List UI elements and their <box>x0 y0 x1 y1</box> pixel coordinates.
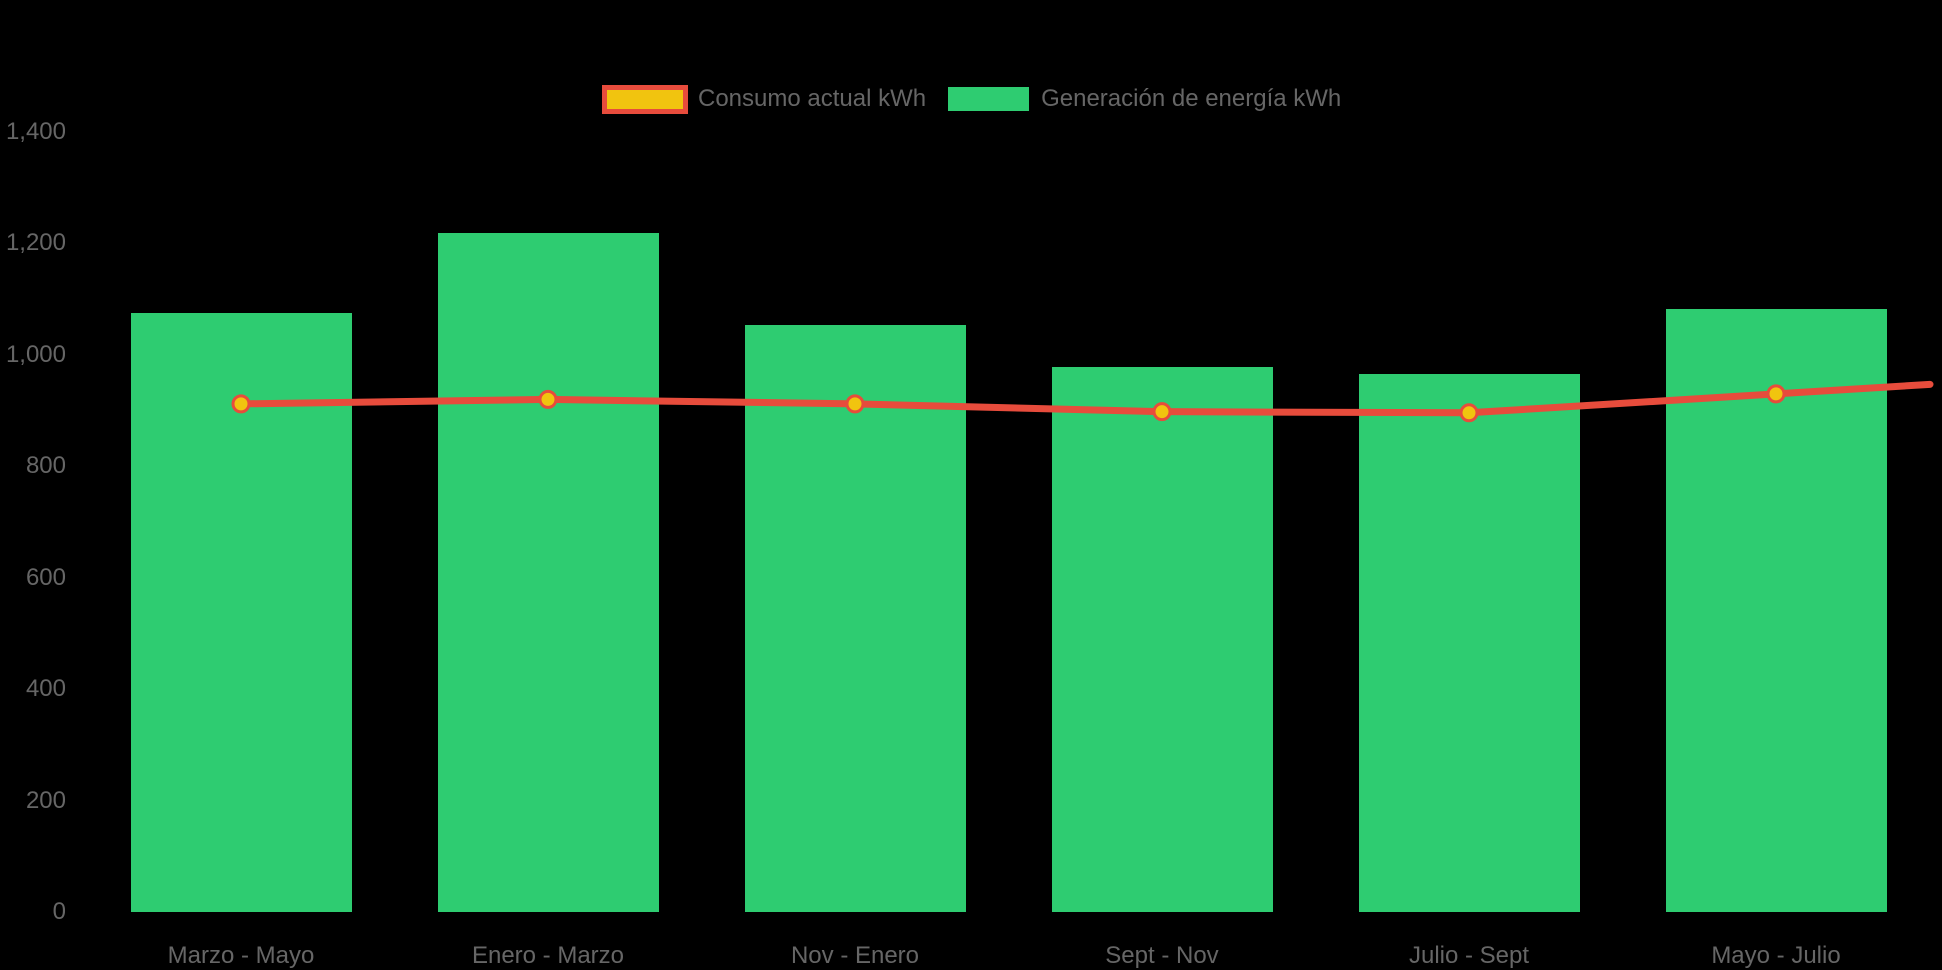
y-axis-label: 1,200 <box>5 229 66 257</box>
y-axis-label: 1,400 <box>5 118 66 145</box>
line-point[interactable] <box>1152 402 1172 422</box>
bar-generacion[interactable] <box>744 324 966 912</box>
line-point[interactable] <box>1766 384 1786 404</box>
y-axis-label: 200 <box>25 786 66 814</box>
legend-label: Consumo actual kWh <box>698 85 927 112</box>
x-axis-label: Sept - Nov <box>1105 942 1219 969</box>
legend-item-generacion[interactable]: Generación de energía kWh <box>926 85 1341 113</box>
chart-legend: Consumo actual kWh Generación de energía… <box>602 84 1341 114</box>
legend-swatch-consumo-actual <box>602 84 688 114</box>
consumo-line <box>237 380 1934 417</box>
x-axis-label: Marzo - Mayo <box>167 942 315 969</box>
legend-swatch-generacion <box>948 87 1030 111</box>
y-axis-label: 0 <box>52 898 66 925</box>
x-axis-label: Mayo - Julio <box>1711 942 1841 969</box>
bar-generacion[interactable] <box>1358 373 1580 912</box>
y-axis-label: 1,000 <box>5 340 66 368</box>
x-axis-label: Julio - Sept <box>1408 942 1530 969</box>
y-axis-label: 800 <box>25 452 66 480</box>
line-point[interactable] <box>538 389 558 409</box>
x-axis-label: Enero - Marzo <box>471 942 625 969</box>
bar-generacion[interactable] <box>437 233 659 912</box>
legend-item-consumo-actual[interactable]: Consumo actual kWh <box>602 84 927 114</box>
bar-generacion[interactable] <box>1665 309 1887 912</box>
y-axis-label: 400 <box>25 675 66 703</box>
bar-generacion[interactable] <box>1051 367 1273 912</box>
line-point[interactable] <box>1459 403 1479 423</box>
x-axis-label: Nov - Enero <box>790 942 920 969</box>
line-point[interactable] <box>231 394 251 414</box>
legend-label: Generación de energía kWh <box>1041 85 1342 112</box>
line-point[interactable] <box>845 394 865 414</box>
y-axis-label: 600 <box>25 563 66 591</box>
